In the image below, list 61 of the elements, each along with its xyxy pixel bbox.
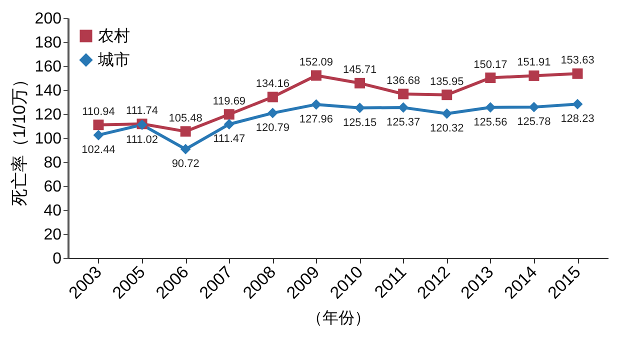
y-tick-label: 20 xyxy=(44,226,62,244)
data-label: 120.79 xyxy=(256,122,290,134)
point xyxy=(572,68,583,79)
data-label: 127.96 xyxy=(299,113,334,126)
y-tick-label: 160 xyxy=(34,58,62,76)
point xyxy=(354,78,366,88)
y-tick-label: 120 xyxy=(34,106,62,124)
y-tick-label: 140 xyxy=(34,82,62,100)
data-label: 153.63 xyxy=(560,54,594,67)
point xyxy=(528,70,540,81)
data-label: 150.17 xyxy=(474,58,508,71)
data-label: 136.68 xyxy=(386,74,420,87)
y-tick-label: 200 xyxy=(34,10,62,28)
data-label: 135.95 xyxy=(430,76,464,88)
point xyxy=(398,102,409,113)
point xyxy=(442,90,452,100)
point xyxy=(180,126,191,137)
point xyxy=(93,120,104,130)
legend-label: 城市 xyxy=(97,51,130,69)
data-label: 102.44 xyxy=(82,144,116,156)
x-axis-title: （年份） xyxy=(306,310,370,327)
data-label: 145.71 xyxy=(342,64,377,76)
point xyxy=(354,102,366,114)
data-label: 125.56 xyxy=(474,116,508,128)
point xyxy=(224,118,234,130)
data-label: 111.74 xyxy=(126,104,158,117)
point xyxy=(442,108,452,119)
data-label: 125.78 xyxy=(517,116,551,128)
data-label: 105.48 xyxy=(168,112,202,124)
point xyxy=(310,99,322,110)
point xyxy=(485,102,496,113)
point xyxy=(528,102,540,112)
point xyxy=(572,98,583,110)
y-tick-label: 0 xyxy=(52,250,62,268)
y-tick-label: 100 xyxy=(34,130,62,148)
y-tick-label: 60 xyxy=(44,178,62,196)
data-label: 125.15 xyxy=(342,116,377,129)
data-label: 110.94 xyxy=(82,106,115,118)
point xyxy=(180,144,191,154)
point xyxy=(398,88,409,100)
data-label: 151.91 xyxy=(517,56,551,69)
point xyxy=(485,72,496,84)
point xyxy=(267,92,278,102)
point xyxy=(267,108,278,118)
point xyxy=(93,130,104,140)
data-label: 134.16 xyxy=(256,78,290,90)
data-label: 152.09 xyxy=(299,56,334,68)
legend-label: 农村 xyxy=(98,27,130,45)
data-label: 120.32 xyxy=(430,122,464,135)
point xyxy=(224,109,234,120)
data-label: 119.69 xyxy=(212,95,246,108)
y-tick-label: 80 xyxy=(44,154,62,172)
data-label: 128.23 xyxy=(560,113,594,126)
data-label: 111.47 xyxy=(213,133,246,146)
point xyxy=(310,70,322,81)
y-axis-title: 死亡率（1/10万） xyxy=(10,70,29,206)
y-tick-label: 180 xyxy=(34,34,62,52)
data-label: 90.72 xyxy=(172,158,200,170)
y-tick-label: 40 xyxy=(44,202,62,220)
data-label: 111.02 xyxy=(126,134,158,146)
data-label: 125.37 xyxy=(386,116,420,129)
